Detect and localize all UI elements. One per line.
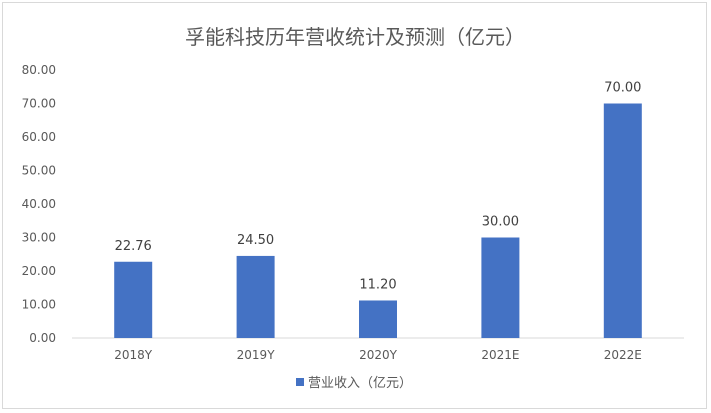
bar — [603, 103, 642, 338]
bar — [481, 237, 520, 338]
chart-title: 孚能科技历年营收统计及预测（亿元） — [185, 25, 525, 49]
data-label: 24.50 — [237, 233, 274, 248]
x-tick-label: 2018Y — [114, 348, 153, 362]
bar-series — [114, 103, 642, 338]
y-tick-label: 70.00 — [22, 97, 56, 111]
data-label: 30.00 — [482, 215, 519, 230]
bar — [359, 300, 397, 338]
data-labels: 22.76 24.50 11.20 30.00 70.00 — [115, 81, 642, 293]
legend-label: 营业收入（亿元） — [308, 376, 412, 391]
x-tick-label: 2020Y — [359, 348, 398, 362]
data-label: 70.00 — [604, 81, 641, 96]
y-tick-label: 60.00 — [22, 130, 56, 144]
x-tick-label: 2021E — [481, 348, 519, 362]
bar — [236, 255, 275, 338]
y-tick-label: 80.00 — [22, 63, 56, 77]
legend: 营业收入（亿元） — [296, 376, 412, 391]
y-axis-ticks: 0.00 10.00 20.00 30.00 40.00 50.00 60.00 70.00 8… — [22, 63, 56, 345]
y-tick-label: 40.00 — [22, 197, 56, 211]
legend-swatch — [296, 378, 304, 386]
y-tick-label: 30.00 — [22, 231, 56, 245]
chart-frame — [2, 2, 707, 409]
x-tick-label: 2019Y — [237, 348, 276, 362]
y-tick-label: 0.00 — [29, 331, 56, 345]
y-tick-label: 20.00 — [22, 264, 56, 278]
bar — [114, 261, 153, 338]
x-tick-label: 2022E — [604, 348, 642, 362]
x-axis-ticks: 2018Y 2019Y 2020Y 2021E 2022E — [114, 348, 642, 362]
y-tick-label: 50.00 — [22, 164, 56, 178]
y-tick-label: 10.00 — [22, 298, 56, 312]
data-label: 22.76 — [115, 239, 152, 254]
data-label: 11.20 — [359, 277, 396, 292]
